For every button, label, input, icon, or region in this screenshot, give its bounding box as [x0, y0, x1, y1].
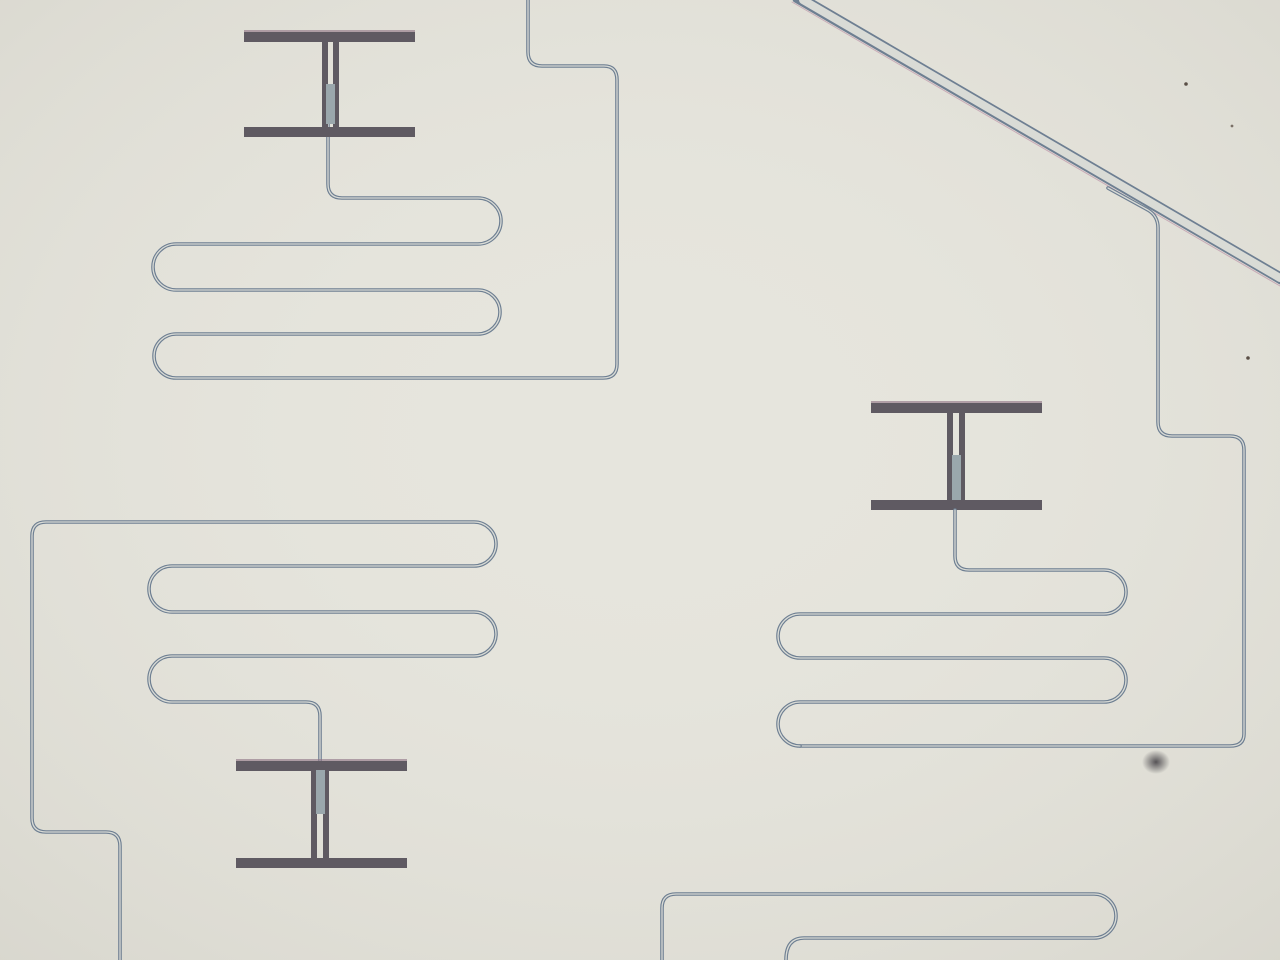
chip-micrograph [0, 0, 1280, 960]
substrate-vignette [0, 0, 1280, 960]
